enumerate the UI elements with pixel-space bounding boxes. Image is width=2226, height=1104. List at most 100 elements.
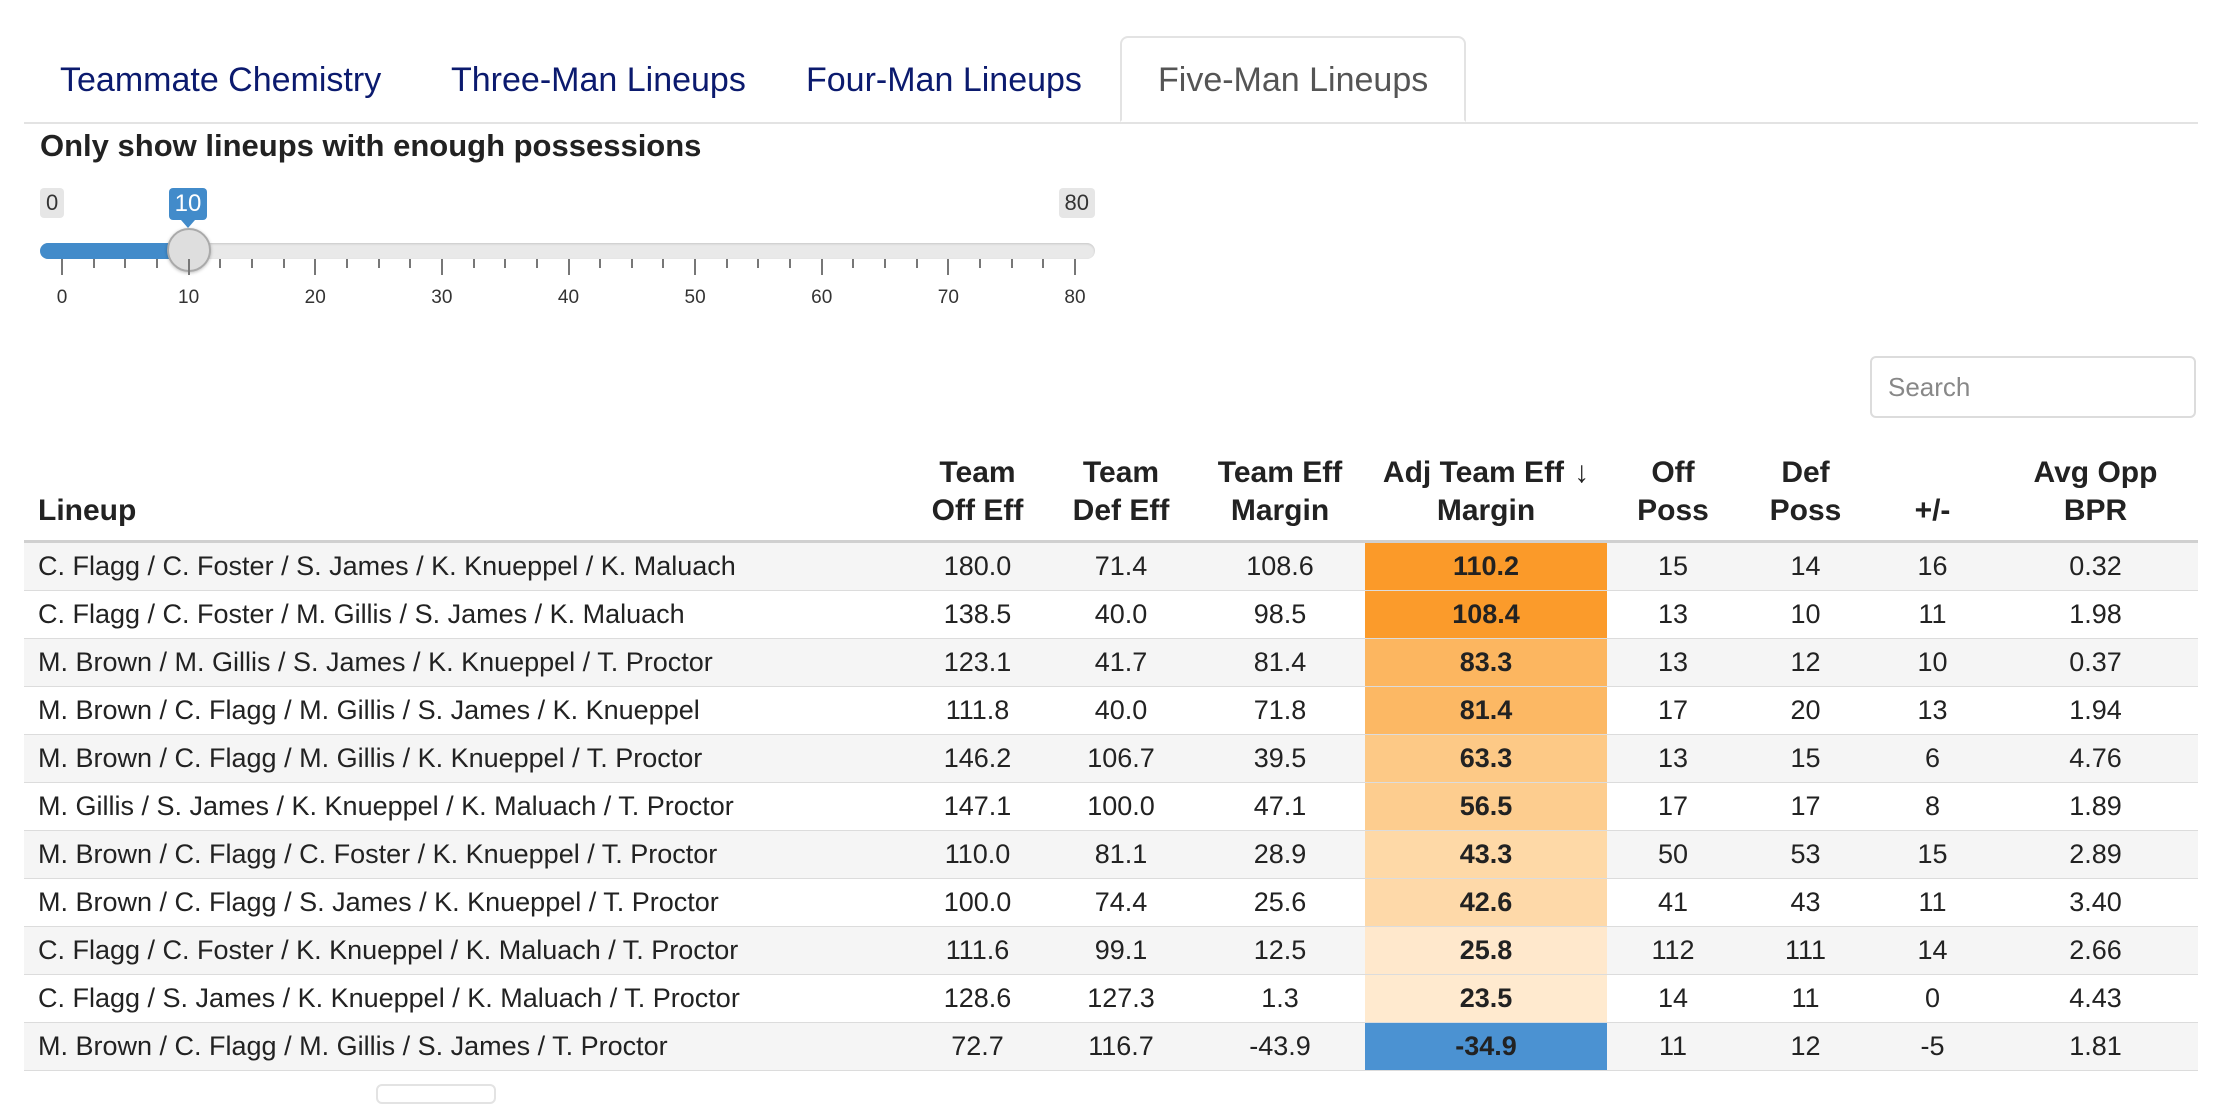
slider-tick-label: 20 — [304, 287, 326, 308]
cell-off-poss: 41 — [1607, 878, 1739, 927]
cell-plus-minus: 10 — [1872, 638, 1993, 687]
cell-off-eff: 128.6 — [908, 974, 1047, 1023]
slider-value-label: 10 — [168, 188, 208, 228]
cell-def-poss: 12 — [1739, 1022, 1872, 1071]
lineups-table: Lineup Team Off Eff Team Def Eff Team Eff M… — [24, 440, 2198, 1071]
col-header-def-poss[interactable]: Def Poss — [1739, 440, 1872, 543]
cell-def-poss: 15 — [1739, 734, 1872, 783]
slider-tick-label: 40 — [557, 287, 580, 308]
table-row: C. Flagg / C. Foster / M. Gillis / S. Ja… — [24, 590, 2198, 639]
cell-adj-margin: 25.8 — [1365, 926, 1607, 975]
table-row: M. Brown / C. Flagg / M. Gillis / S. Jam… — [24, 1022, 2198, 1071]
cell-margin: 71.8 — [1195, 686, 1365, 735]
slider-minor-tick — [852, 259, 855, 268]
slider-track[interactable] — [40, 243, 1095, 259]
slider-minor-tick — [124, 259, 127, 268]
cell-lineup: M. Brown / M. Gillis / S. James / K. Knu… — [24, 638, 908, 687]
tab-three-man-lineups[interactable]: Three-Man Lineups — [451, 61, 746, 99]
cell-def-poss: 111 — [1739, 926, 1872, 975]
cell-off-poss: 50 — [1607, 830, 1739, 879]
cell-plus-minus: 8 — [1872, 782, 1993, 831]
col-header-plus-minus[interactable]: +/- — [1872, 440, 1993, 543]
cell-off-poss: 11 — [1607, 1022, 1739, 1071]
cell-avg-opp: 0.32 — [1993, 541, 2198, 591]
slider-minor-tick — [757, 259, 760, 268]
tab-bar: Teammate Chemistry Three-Man Lineups Fou… — [24, 36, 2198, 124]
slider-major-tick — [567, 259, 570, 275]
slider-minor-tick — [979, 259, 982, 268]
cell-def-eff: 106.7 — [1047, 734, 1195, 783]
cell-margin: 28.9 — [1195, 830, 1365, 879]
tab-four-man-lineups[interactable]: Four-Man Lineups — [806, 61, 1082, 99]
slider-major-tick — [694, 259, 697, 275]
page-length-select[interactable] — [376, 1084, 496, 1104]
slider-tick-label: 80 — [1064, 287, 1086, 308]
cell-lineup: M. Brown / C. Flagg / M. Gillis / K. Knu… — [24, 734, 908, 783]
slider-major-tick — [1074, 259, 1076, 275]
table-row: M. Gillis / S. James / K. Knueppel / K. … — [24, 782, 2198, 831]
cell-off-poss: 15 — [1607, 541, 1739, 591]
cell-off-poss: 13 — [1607, 590, 1739, 639]
cell-def-eff: 116.7 — [1047, 1022, 1195, 1071]
cell-off-eff: 100.0 — [908, 878, 1047, 927]
slider-minor-tick — [915, 259, 918, 268]
slider-minor-tick — [1042, 259, 1045, 268]
cell-lineup: M. Gillis / S. James / K. Knueppel / K. … — [24, 782, 908, 831]
slider-minor-tick — [250, 259, 253, 268]
cell-plus-minus: 0 — [1872, 974, 1993, 1023]
table-row: C. Flagg / C. Foster / K. Knueppel / K. … — [24, 926, 2198, 975]
possessions-slider[interactable]: 0 80 10 0 10 20 30 40 50 60 70 80 — [40, 185, 1095, 320]
cell-lineup: M. Brown / C. Flagg / C. Foster / K. Knu… — [24, 830, 908, 879]
slider-tick-label: 10 — [178, 287, 200, 308]
col-header-team-def-eff[interactable]: Team Def Eff — [1047, 440, 1195, 543]
cell-off-eff: 146.2 — [908, 734, 1047, 783]
search-input[interactable] — [1870, 356, 2196, 418]
cell-avg-opp: 0.37 — [1993, 638, 2198, 687]
cell-margin: 12.5 — [1195, 926, 1365, 975]
cell-off-poss: 17 — [1607, 782, 1739, 831]
col-header-off-poss[interactable]: Off Poss — [1607, 440, 1739, 543]
slider-minor-tick — [219, 259, 222, 268]
cell-avg-opp: 2.66 — [1993, 926, 2198, 975]
cell-lineup: M. Brown / C. Flagg / M. Gillis / S. Jam… — [24, 1022, 908, 1071]
cell-off-poss: 14 — [1607, 974, 1739, 1023]
slider-major-tick — [314, 259, 317, 275]
slider-minor-tick — [789, 259, 792, 268]
table-row: M. Brown / M. Gillis / S. James / K. Knu… — [24, 638, 2198, 687]
slider-major-tick — [947, 259, 950, 275]
cell-off-eff: 123.1 — [908, 638, 1047, 687]
tab-five-man-lineups[interactable]: Five-Man Lineups — [1120, 36, 1467, 122]
cell-avg-opp: 2.89 — [1993, 830, 2198, 879]
cell-plus-minus: 11 — [1872, 878, 1993, 927]
col-header-avg-opp-bpr[interactable]: Avg Opp BPR — [1993, 440, 2198, 543]
cell-def-eff: 74.4 — [1047, 878, 1195, 927]
slider-minor-tick — [630, 259, 633, 268]
slider-major-tick — [820, 259, 823, 275]
col-header-lineup[interactable]: Lineup — [24, 440, 908, 543]
cell-avg-opp: 4.76 — [1993, 734, 2198, 783]
cell-def-eff: 99.1 — [1047, 926, 1195, 975]
col-header-team-off-eff[interactable]: Team Off Eff — [908, 440, 1047, 543]
slider-minor-tick — [535, 259, 538, 268]
slider-minor-tick — [155, 259, 158, 268]
slider-tick-label: 0 — [56, 287, 68, 308]
cell-def-poss: 12 — [1739, 638, 1872, 687]
cell-off-eff: 138.5 — [908, 590, 1047, 639]
slider-major-tick — [187, 259, 190, 275]
cell-margin: 47.1 — [1195, 782, 1365, 831]
cell-avg-opp: 1.81 — [1993, 1022, 2198, 1071]
slider-minor-tick — [377, 259, 380, 268]
cell-plus-minus: 6 — [1872, 734, 1993, 783]
slider-label: Only show lineups with enough possession… — [40, 128, 702, 163]
slider-minor-tick — [725, 259, 728, 268]
cell-def-eff: 40.0 — [1047, 590, 1195, 639]
cell-off-poss: 13 — [1607, 638, 1739, 687]
col-header-adj-team-eff-margin[interactable]: Adj Team Eff ↓ Margin — [1365, 440, 1607, 543]
tab-teammate-chemistry[interactable]: Teammate Chemistry — [60, 61, 382, 99]
table-row: M. Brown / C. Flagg / S. James / K. Knue… — [24, 878, 2198, 927]
cell-off-eff: 72.7 — [908, 1022, 1047, 1071]
cell-lineup: C. Flagg / S. James / K. Knueppel / K. M… — [24, 974, 908, 1023]
slider-minor-tick — [282, 259, 285, 268]
col-header-team-eff-margin[interactable]: Team Eff Margin — [1195, 440, 1365, 543]
